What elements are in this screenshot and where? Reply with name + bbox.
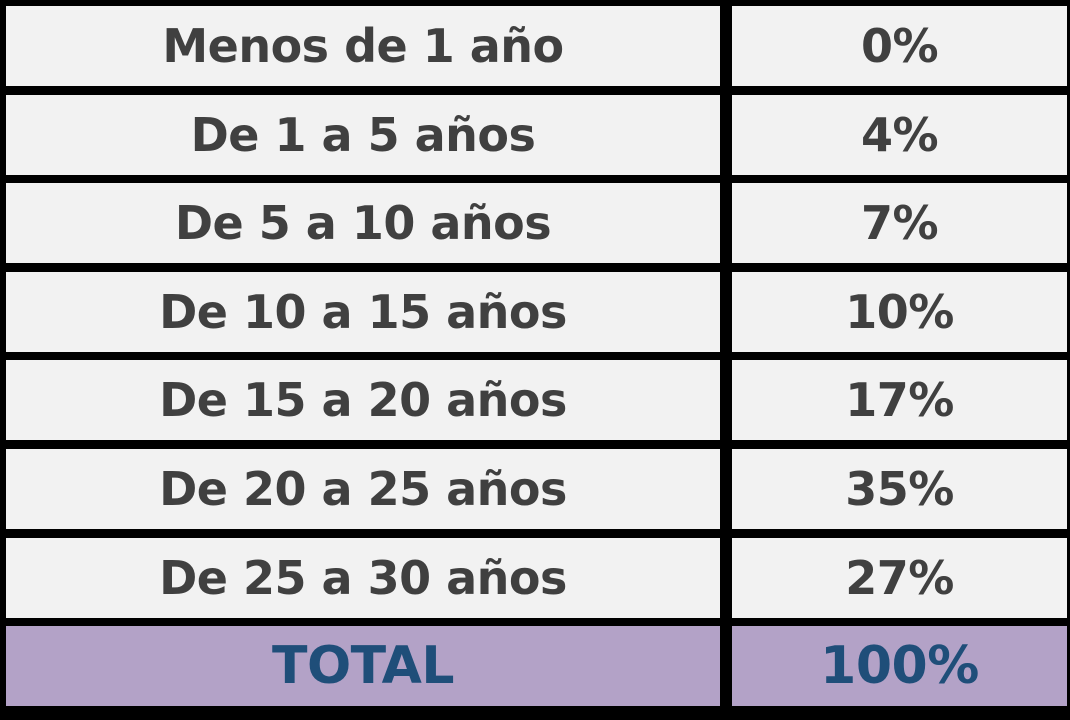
row-value-cell[interactable]: 10% <box>732 271 1067 352</box>
row-label-cell[interactable]: De 1 a 5 años <box>6 94 720 175</box>
row-value-cell[interactable]: 27% <box>732 537 1067 618</box>
row-label-cell[interactable]: De 20 a 25 años <box>6 448 720 529</box>
row-label-cell[interactable]: De 5 a 10 años <box>6 183 720 264</box>
row-value-cell[interactable]: 7% <box>732 183 1067 264</box>
row-value-cell[interactable]: 35% <box>732 448 1067 529</box>
row-label-cell[interactable]: De 15 a 20 años <box>6 360 720 441</box>
row-label-cell[interactable]: De 25 a 30 años <box>6 537 720 618</box>
total-value-cell[interactable]: 100% <box>732 626 1067 707</box>
row-label-cell[interactable]: De 10 a 15 años <box>6 271 720 352</box>
row-value-cell[interactable]: 17% <box>732 360 1067 441</box>
total-label-cell[interactable]: TOTAL <box>6 626 720 707</box>
table-grid: Menos de 1 año 0% De 1 a 5 años 4% De 5 … <box>6 6 1067 707</box>
row-value-cell[interactable]: 0% <box>732 6 1067 86</box>
row-label-cell[interactable]: Menos de 1 año <box>6 6 720 86</box>
row-value-cell[interactable]: 4% <box>732 94 1067 175</box>
